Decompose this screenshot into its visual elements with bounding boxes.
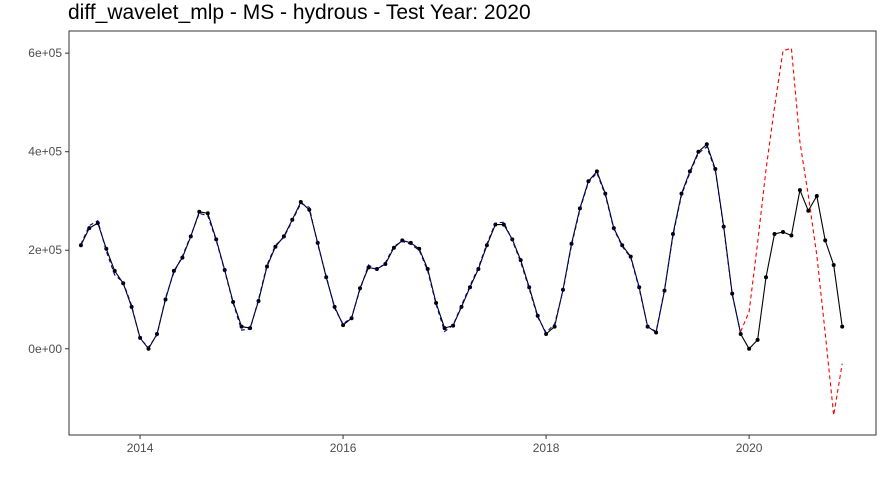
actual-point — [747, 346, 752, 351]
actual-point — [823, 238, 828, 243]
actual-point — [831, 263, 836, 267]
actual-point — [112, 268, 117, 273]
actual-point — [383, 262, 388, 266]
actual-point — [358, 286, 362, 291]
actual-point — [713, 167, 718, 171]
actual-point — [797, 188, 802, 193]
actual-point — [544, 332, 549, 336]
actual-point — [95, 221, 100, 226]
y-tick-label: 6e+05 — [28, 46, 62, 60]
actual-point — [180, 255, 185, 260]
fitted-line — [80, 145, 742, 349]
actual-point — [78, 243, 83, 248]
actual-point — [231, 300, 236, 304]
actual-point — [781, 230, 785, 234]
y-tick-label: 2e+05 — [28, 243, 62, 257]
actual-point — [586, 179, 591, 184]
plot-panel-border — [68, 30, 877, 436]
actual-point — [341, 323, 346, 328]
actual-point — [197, 209, 202, 214]
forecast-line — [740, 47, 843, 416]
actual-point — [281, 234, 286, 239]
y-tick-label: 4e+05 — [28, 145, 62, 159]
actual-point — [814, 194, 819, 198]
actual-point — [298, 200, 303, 204]
x-tick-label: 2020 — [736, 441, 763, 455]
actual-point — [349, 316, 354, 321]
x-tick-label: 2018 — [533, 441, 560, 455]
actual-point — [366, 265, 371, 270]
actual-point — [171, 268, 176, 273]
actual-point — [484, 243, 489, 248]
actual-point — [552, 324, 557, 329]
actual-point — [730, 291, 735, 296]
actual-point — [789, 233, 794, 238]
actual-point — [806, 208, 811, 213]
actual-point — [755, 337, 760, 342]
actual-point — [764, 275, 768, 280]
actual-point — [569, 241, 574, 246]
actual-point — [332, 304, 337, 309]
y-tick-label: 0e+00 — [28, 342, 62, 356]
actual-point — [620, 243, 625, 248]
x-tick-label: 2016 — [330, 441, 357, 455]
actual-point — [679, 191, 684, 196]
actual-point — [535, 313, 540, 318]
actual-point — [493, 222, 498, 227]
actual-point — [265, 264, 269, 269]
actual-point — [628, 254, 633, 259]
actual-point — [307, 207, 312, 212]
actual-point — [129, 304, 134, 309]
actual-point — [840, 324, 845, 329]
actual-point — [146, 346, 151, 351]
actual-point — [671, 232, 675, 236]
actual-line — [80, 143, 843, 350]
actual-point — [425, 267, 430, 271]
actual-point — [594, 169, 599, 174]
actual-point — [738, 332, 743, 336]
actual-point — [434, 301, 439, 305]
actual-point — [205, 211, 210, 216]
actual-point — [704, 142, 709, 147]
actual-point — [417, 246, 422, 251]
chart-title: diff_wavelet_mlp - MS - hydrous - Test Y… — [68, 1, 531, 24]
x-tick-label: 2014 — [127, 441, 154, 455]
actual-point — [772, 232, 777, 236]
